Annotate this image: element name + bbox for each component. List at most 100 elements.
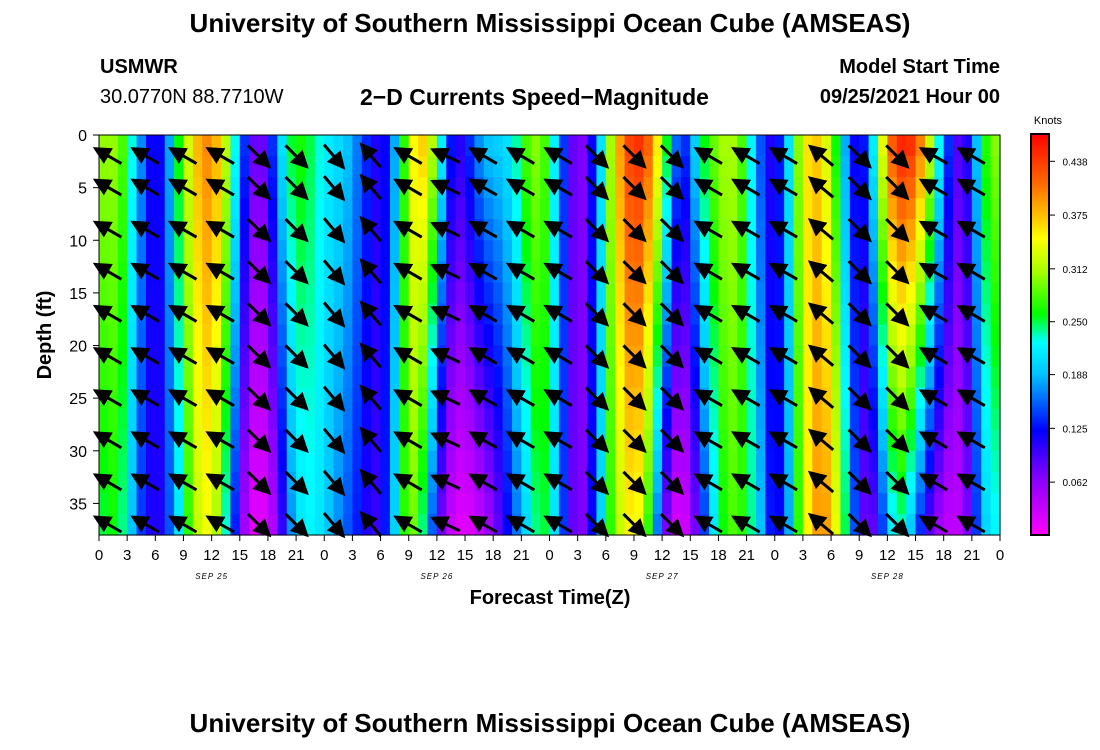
heatmap-cell: [849, 324, 860, 347]
x-tick-label: 18: [935, 547, 952, 564]
heatmap-cell: [774, 450, 785, 473]
heatmap-cell: [615, 387, 626, 410]
heatmap-cell: [314, 513, 325, 536]
heatmap-cell: [408, 387, 419, 410]
heatmap-cell: [455, 240, 466, 262]
heatmap-cell: [990, 240, 1001, 262]
x-tick-label: 18: [485, 547, 502, 564]
heatmap-cell: [418, 177, 429, 199]
heatmap-cell: [324, 240, 335, 262]
heatmap-cell: [709, 303, 720, 326]
heatmap-cell: [849, 408, 860, 431]
heatmap-cell: [981, 366, 992, 389]
heatmap-cell: [727, 492, 738, 515]
current-arrow: [731, 220, 761, 239]
heatmap-cell: [680, 345, 691, 368]
current-arrow: [622, 344, 647, 369]
heatmap-cell: [145, 282, 156, 305]
heatmap-cell: [324, 366, 335, 389]
heatmap-cell: [446, 303, 457, 326]
heatmap-cell: [465, 492, 476, 515]
heatmap-cell: [267, 240, 278, 262]
heatmap-cell: [418, 198, 429, 220]
heatmap-cell: [427, 135, 438, 157]
heatmap-cell: [446, 450, 457, 473]
heatmap-cell: [446, 219, 457, 241]
heatmap-cell: [652, 219, 663, 241]
heatmap-cell: [962, 366, 973, 389]
heatmap-cell: [953, 366, 964, 389]
heatmap-cell: [446, 429, 457, 452]
heatmap-cell: [615, 261, 626, 283]
heatmap-cell: [690, 198, 701, 220]
current-arrow: [246, 344, 272, 369]
heatmap-cell: [474, 366, 485, 389]
heatmap-cell: [446, 261, 457, 283]
heatmap-cell: [558, 429, 569, 452]
x-tick-label: 3: [799, 547, 807, 564]
heatmap-cell: [511, 408, 522, 431]
heatmap-cell: [174, 240, 185, 262]
heatmap-cell: [427, 492, 438, 515]
heatmap-cell: [108, 366, 119, 389]
heatmap-cell: [812, 324, 823, 347]
heatmap-cell: [718, 387, 729, 410]
heatmap-cell: [906, 240, 917, 262]
heatmap-cell: [540, 135, 551, 157]
heatmap-cell: [915, 366, 926, 389]
heatmap-cell: [709, 156, 720, 178]
heatmap-cell: [296, 366, 307, 389]
heatmap-cell: [755, 387, 766, 410]
heatmap-cell: [324, 408, 335, 431]
heatmap-cell: [568, 387, 579, 410]
current-arrow: [918, 347, 949, 365]
heatmap-cell: [709, 492, 720, 515]
current-arrow: [622, 428, 647, 454]
heatmap-cell: [859, 408, 870, 431]
heatmap-cell: [455, 219, 466, 241]
heatmap-cell: [605, 450, 616, 473]
heatmap-cell: [277, 198, 288, 220]
heatmap-cell: [117, 471, 128, 494]
heatmap-cell: [643, 450, 654, 473]
heatmap-cell: [615, 513, 626, 536]
heatmap-cell: [718, 450, 729, 473]
heatmap-cell: [314, 408, 325, 431]
heatmap-cell: [249, 450, 260, 473]
heatmap-cell: [465, 324, 476, 347]
colorbar-tick-label: 0.438: [1062, 157, 1087, 168]
heatmap-cell: [493, 261, 504, 283]
heatmap-cell: [662, 156, 673, 178]
heatmap-cell: [530, 366, 541, 389]
heatmap-cell: [784, 282, 795, 305]
current-arrow: [167, 262, 198, 281]
colorbar-tick-label: 0.125: [1062, 424, 1087, 435]
heatmap-cell: [502, 450, 513, 473]
heatmap-cell: [155, 345, 166, 368]
heatmap-cell: [108, 156, 119, 178]
current-arrow: [246, 218, 272, 243]
current-arrow: [284, 144, 309, 169]
heatmap-cell: [849, 135, 860, 157]
heatmap-cell: [230, 219, 241, 241]
heatmap-cell: [690, 240, 701, 262]
current-arrow: [322, 385, 346, 412]
heatmap-cell: [906, 177, 917, 199]
heatmap-cell: [286, 450, 297, 473]
heatmap-cell: [389, 156, 400, 178]
heatmap-cell: [540, 450, 551, 473]
heatmap-cell: [239, 240, 250, 262]
heatmap-cell: [981, 135, 992, 157]
current-arrow: [918, 473, 949, 492]
heatmap-cell: [343, 492, 354, 515]
heatmap-cell: [821, 282, 832, 305]
x-tick-label: 18: [710, 547, 727, 564]
heatmap-cell: [840, 429, 851, 452]
heatmap-cell: [915, 156, 926, 178]
heatmap-cell: [709, 198, 720, 220]
heatmap-cell: [652, 303, 663, 326]
heatmap-cell: [145, 219, 156, 241]
heatmap-cell: [530, 408, 541, 431]
heatmap-cell: [793, 450, 804, 473]
current-arrow: [322, 469, 346, 497]
